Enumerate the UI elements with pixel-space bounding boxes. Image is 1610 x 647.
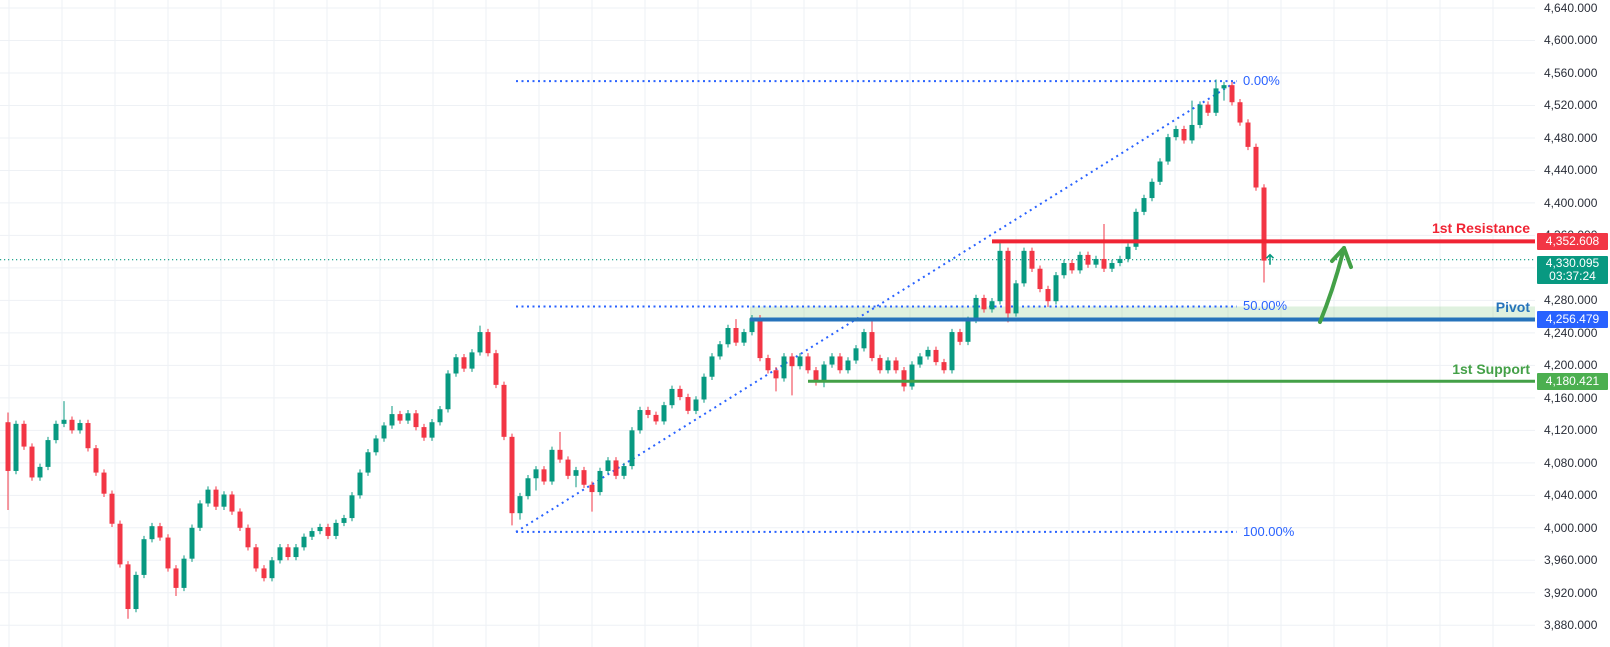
price-axis-label: 4,080.000: [1544, 455, 1598, 470]
support-price-badge: 4,180.421: [1537, 372, 1608, 390]
candles-layer: [5, 79, 1267, 619]
projection-arrow[interactable]: [1318, 246, 1353, 324]
last-price-value: 4,330.095: [1545, 256, 1600, 270]
grid-lines: [0, 0, 1535, 647]
resistance-price-value: 4,352.608: [1545, 233, 1600, 248]
price-axis-label: 4,480.000: [1544, 130, 1598, 145]
price-axis-label: 4,040.000: [1544, 488, 1598, 503]
resistance-price-badge: 4,352.608: [1537, 232, 1608, 250]
pivot-zone: [750, 306, 1535, 320]
last-price-countdown: 03:37:24: [1549, 269, 1596, 283]
fib-100-label[interactable]: 100.00%: [1243, 523, 1295, 539]
pivot-price-value: 4,256.479: [1545, 311, 1600, 326]
price-axis-label: 3,880.000: [1544, 618, 1598, 633]
price-axis-label: 4,440.000: [1544, 163, 1598, 178]
pivot-label[interactable]: Pivot: [1495, 299, 1530, 316]
last-price-badge: 4,330.095 03:37:24: [1537, 256, 1608, 284]
price-axis-label: 4,120.000: [1544, 423, 1598, 438]
price-axis-label: 4,600.000: [1544, 33, 1598, 48]
price-axis-label: 4,400.000: [1544, 195, 1598, 210]
price-axis-label: 4,240.000: [1544, 325, 1598, 340]
price-axis-label: 3,920.000: [1544, 585, 1598, 600]
support-price-value: 4,180.421: [1545, 373, 1600, 388]
price-axis-label: 4,520.000: [1544, 98, 1598, 113]
fib-0-label[interactable]: 0.00%: [1243, 73, 1280, 89]
price-axis-label: 4,560.000: [1544, 65, 1598, 80]
fib-retracement[interactable]: [515, 80, 1238, 533]
resistance-label[interactable]: 1st Resistance: [1431, 220, 1530, 237]
price-axis-label: 4,640.000: [1544, 1, 1598, 15]
price-axis-label: 3,960.000: [1544, 553, 1598, 568]
support-label[interactable]: 1st Support: [1452, 361, 1530, 378]
price-axis-label: 4,280.000: [1544, 293, 1598, 308]
fib-50-label[interactable]: 50.00%: [1243, 298, 1288, 314]
price-axis-label: 4,200.000: [1544, 358, 1598, 373]
pivot-price-badge: 4,256.479: [1537, 310, 1608, 328]
last-tick-marker: [1265, 253, 1275, 265]
price-axis-label: 4,000.000: [1544, 520, 1598, 535]
price-axis-label: 4,160.000: [1544, 390, 1598, 405]
